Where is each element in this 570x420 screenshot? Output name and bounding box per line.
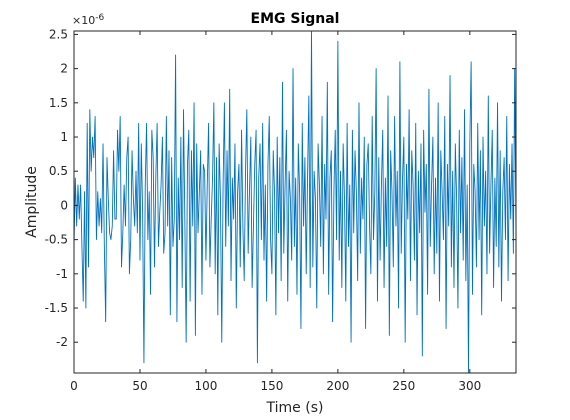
axis-ticks xyxy=(73,31,516,373)
chart-title: EMG Signal xyxy=(251,11,340,27)
x-tick-label: 250 xyxy=(392,379,415,393)
signal-series xyxy=(74,31,516,373)
y-tick-label: 2.5 xyxy=(49,27,68,41)
x-tick-labels: 0 50 100 150 200 250 300 xyxy=(70,379,481,393)
y-tick-label: -0.5 xyxy=(45,233,68,247)
y-exponent-base: ×10 xyxy=(72,14,95,27)
y-tick-label: -2 xyxy=(56,335,68,349)
axes-box xyxy=(73,30,517,374)
y-tick-label: -1 xyxy=(56,267,68,281)
y-tick-label: 0.5 xyxy=(49,164,68,178)
x-tick-label: 100 xyxy=(194,379,217,393)
x-tick-label: 150 xyxy=(260,379,283,393)
y-tick-label: 0 xyxy=(60,198,68,212)
y-tick-label: 1.5 xyxy=(49,96,68,110)
x-axis-label: Time (s) xyxy=(266,400,324,416)
y-tick-labels: -2 -1.5 -1 -0.5 0 0.5 1 1.5 2 2.5 xyxy=(45,27,68,349)
y-axis-label: Amplitude xyxy=(24,166,40,238)
x-tick-label: 0 xyxy=(70,379,78,393)
y-exponent-label: ×10-6 xyxy=(72,13,104,27)
y-exponent-power: -6 xyxy=(95,13,104,23)
y-tick-label: -1.5 xyxy=(45,301,68,315)
x-tick-label: 50 xyxy=(132,379,147,393)
y-tick-label: 1 xyxy=(60,130,68,144)
signal-line xyxy=(74,31,516,373)
x-tick-label: 300 xyxy=(458,379,481,393)
y-tick-label: 2 xyxy=(60,62,68,76)
x-tick-label: 200 xyxy=(326,379,349,393)
